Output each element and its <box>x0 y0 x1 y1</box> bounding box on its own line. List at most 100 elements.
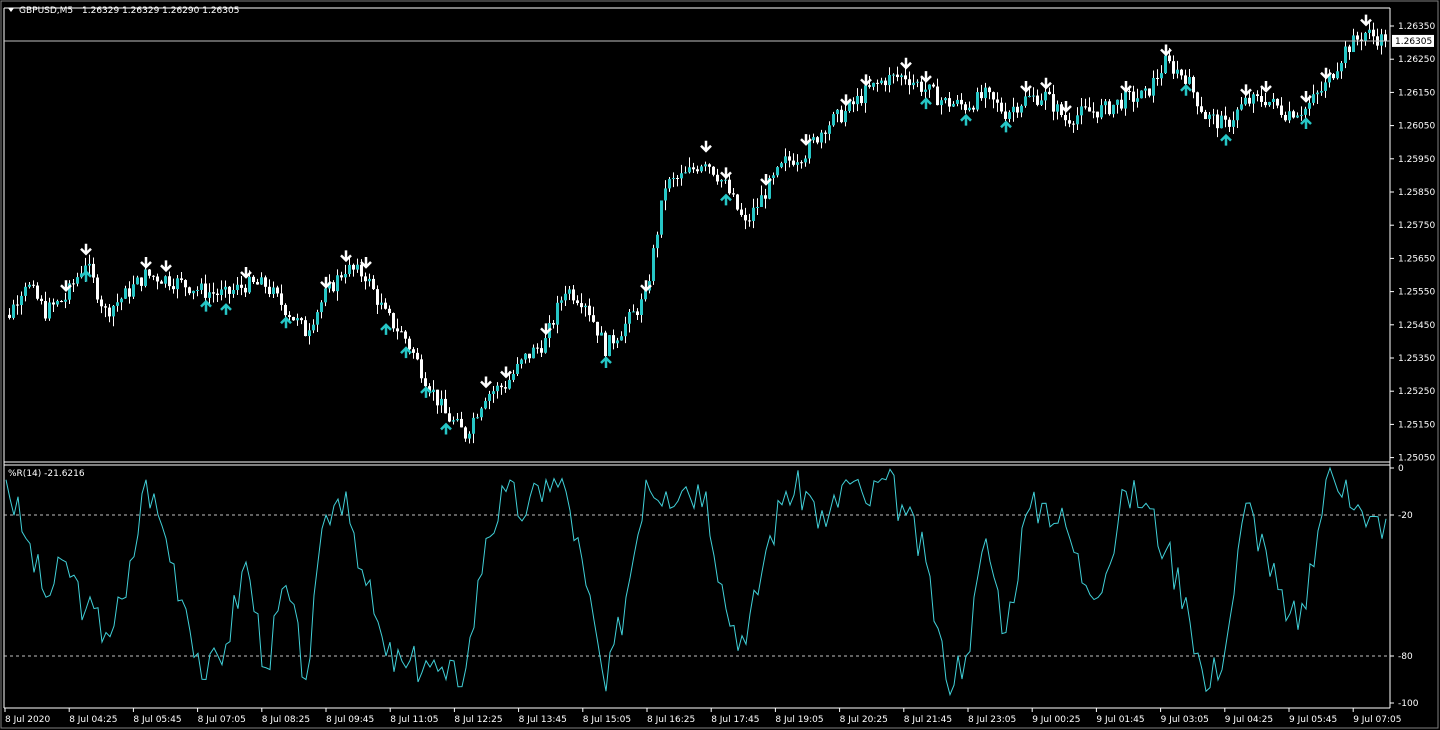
bull-candle <box>512 373 515 380</box>
bull-candle <box>196 289 199 291</box>
bear-candle <box>1052 94 1055 112</box>
bear-candle <box>736 194 739 210</box>
bear-candle <box>204 283 207 298</box>
bear-candle <box>1072 123 1075 125</box>
sell-arrow-icon <box>1260 81 1272 93</box>
time-tick-label: 9 Jul 00:25 <box>1032 715 1080 725</box>
bull-candle <box>432 389 435 393</box>
time-tick-label: 8 Jul 11:05 <box>390 715 438 725</box>
time-tick-label: 8 Jul 19:05 <box>775 715 823 725</box>
time-tick-label: 9 Jul 05:45 <box>1289 715 1337 725</box>
buy-arrow-icon <box>280 316 292 329</box>
bull-candle <box>872 82 875 87</box>
bull-candle <box>440 398 443 406</box>
bear-candle <box>96 277 99 300</box>
bear-candle <box>500 385 503 388</box>
bull-candle <box>28 284 31 287</box>
bull-candle <box>1328 74 1331 83</box>
bull-candle <box>888 74 891 86</box>
bull-candle <box>1232 120 1235 127</box>
bull-candle <box>132 284 135 297</box>
bear-candle <box>1292 111 1295 118</box>
buy-arrow-icon <box>1300 117 1312 129</box>
bull-candle <box>1136 98 1139 102</box>
bear-candle <box>988 87 991 93</box>
up-arrow-shape <box>380 323 392 335</box>
bear-candle <box>580 303 583 308</box>
bear-candle <box>980 92 983 99</box>
bear-candle <box>400 331 403 333</box>
down-arrow-shape <box>240 266 252 279</box>
wpr-line <box>5 466 1387 697</box>
price-tick-label: 1.25250 <box>1398 387 1435 397</box>
up-arrow-shape <box>1300 117 1312 129</box>
sell-arrow-icon <box>640 280 652 293</box>
bull-candle <box>1112 104 1115 115</box>
bull-candle <box>556 302 559 325</box>
time-tick-label: 9 Jul 04:25 <box>1225 715 1273 725</box>
time-tick-label: 8 Jul 15:05 <box>583 715 631 725</box>
bull-candle <box>804 158 807 163</box>
sell-arrow-icon <box>1320 67 1332 80</box>
bull-candle <box>584 305 587 308</box>
wpr-indicator-panel[interactable] <box>4 466 1390 697</box>
bull-candle <box>1324 82 1327 91</box>
bear-candle <box>712 166 715 175</box>
bear-candle <box>148 269 151 276</box>
buy-arrow-icon <box>1180 84 1192 96</box>
bull-candle <box>164 276 167 284</box>
bear-candle <box>36 285 39 299</box>
time-tick-label: 8 Jul 2020 <box>5 715 50 725</box>
bear-candle <box>44 301 47 319</box>
bull-candle <box>508 379 511 389</box>
bull-candle <box>720 179 723 182</box>
bear-candle <box>1248 97 1251 104</box>
bull-candle <box>532 347 535 359</box>
bear-candle <box>100 299 103 307</box>
bull-candle <box>1040 100 1043 105</box>
bear-candle <box>256 282 259 285</box>
sell-arrow-icon <box>1020 81 1032 93</box>
time-tick-label: 8 Jul 04:25 <box>69 715 117 725</box>
time-tick-label: 8 Jul 08:25 <box>262 715 310 725</box>
dropdown-triangle-icon[interactable] <box>8 8 14 12</box>
bear-candle <box>576 300 579 304</box>
wpr-tick-label: -20 <box>1398 511 1413 521</box>
bull-candle <box>828 125 831 134</box>
bull-candle <box>628 312 631 324</box>
bull-candle <box>1140 90 1143 99</box>
up-arrow-shape <box>920 97 932 110</box>
sell-arrow-icon <box>1060 100 1072 113</box>
sell-arrow-icon <box>1240 84 1252 97</box>
price-tick-label: 1.25950 <box>1398 155 1435 165</box>
sell-arrow-icon <box>800 134 812 146</box>
down-arrow-shape <box>1240 84 1252 97</box>
bear-candle <box>1068 120 1071 124</box>
bull-candle <box>1288 111 1291 121</box>
bear-candle <box>1276 98 1279 106</box>
bear-candle <box>40 298 43 302</box>
up-arrow-shape <box>280 316 292 329</box>
price-tick-label: 1.25750 <box>1398 221 1435 231</box>
bull-candle <box>820 132 823 143</box>
price-panel[interactable] <box>8 14 1387 444</box>
bear-candle <box>896 74 899 78</box>
bull-candle <box>760 195 763 207</box>
bull-candle <box>968 107 971 111</box>
bear-candle <box>16 304 19 306</box>
sell-arrow-icon <box>240 266 252 279</box>
bull-candle <box>456 418 459 421</box>
bull-candle <box>1368 29 1371 33</box>
bear-candle <box>180 278 183 281</box>
bear-candle <box>280 293 283 305</box>
up-arrow-shape <box>80 269 92 282</box>
down-arrow-shape <box>160 260 172 273</box>
down-arrow-shape <box>1060 100 1072 113</box>
bull-candle <box>260 277 263 285</box>
bear-candle <box>1096 111 1099 118</box>
bear-candle <box>1224 115 1227 120</box>
bear-candle <box>540 348 543 353</box>
bear-candle <box>404 331 407 339</box>
bear-candle <box>996 99 999 103</box>
